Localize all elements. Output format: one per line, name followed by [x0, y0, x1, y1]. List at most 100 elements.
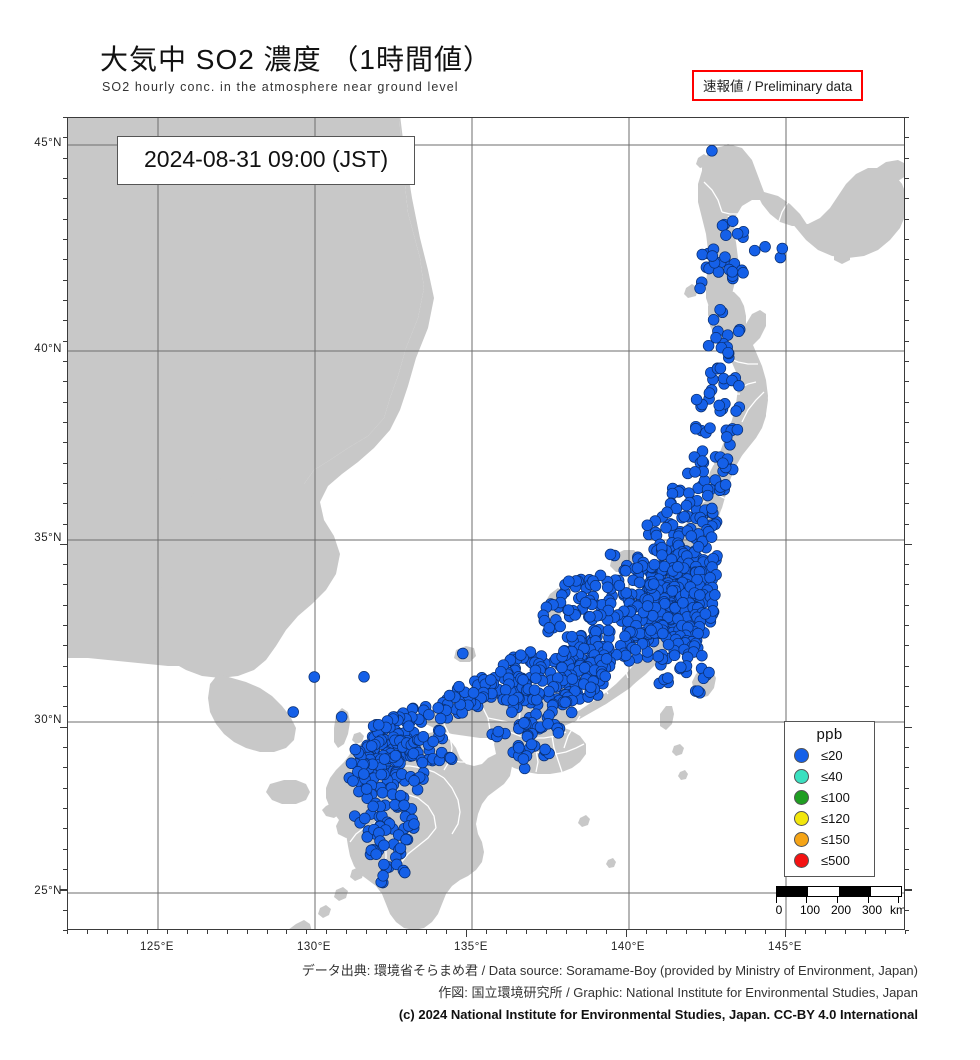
station-marker[interactable] — [672, 561, 684, 573]
station-marker[interactable] — [720, 229, 732, 241]
station-marker[interactable] — [604, 548, 617, 561]
station-marker[interactable] — [543, 622, 555, 634]
station-marker[interactable] — [662, 638, 675, 651]
station-marker[interactable] — [453, 680, 465, 693]
station-marker[interactable] — [403, 720, 415, 732]
station-marker[interactable] — [713, 399, 725, 412]
station-markers[interactable] — [287, 145, 789, 889]
station-marker[interactable] — [517, 674, 529, 686]
station-marker[interactable] — [507, 694, 520, 706]
station-marker[interactable] — [308, 671, 321, 683]
station-marker[interactable] — [558, 645, 570, 657]
station-marker[interactable] — [678, 510, 690, 523]
station-marker[interactable] — [389, 749, 402, 762]
station-marker[interactable] — [602, 624, 615, 637]
station-marker[interactable] — [662, 672, 674, 684]
station-marker[interactable] — [776, 242, 789, 255]
station-marker[interactable] — [335, 711, 348, 723]
station-marker[interactable] — [737, 267, 749, 279]
station-marker[interactable] — [365, 740, 378, 752]
station-marker[interactable] — [394, 789, 407, 802]
station-marker[interactable] — [589, 580, 602, 592]
station-marker[interactable] — [641, 519, 654, 531]
station-marker[interactable] — [710, 332, 722, 344]
station-marker[interactable] — [349, 743, 362, 756]
station-marker[interactable] — [692, 685, 704, 697]
station-marker[interactable] — [358, 671, 370, 683]
station-marker[interactable] — [378, 753, 391, 765]
station-marker[interactable] — [399, 866, 411, 879]
station-marker[interactable] — [600, 653, 613, 665]
station-marker[interactable] — [513, 742, 525, 754]
map-plot-area[interactable]: 2024-08-31 09:00 (JST) ppb ≤20 ≤40 ≤100 … — [67, 117, 905, 930]
station-marker[interactable] — [709, 589, 721, 601]
station-marker[interactable] — [668, 649, 681, 662]
station-marker[interactable] — [601, 581, 614, 594]
station-marker[interactable] — [518, 762, 531, 775]
station-marker[interactable] — [726, 215, 739, 227]
station-marker[interactable] — [287, 706, 299, 718]
station-marker[interactable] — [400, 833, 412, 846]
station-marker[interactable] — [358, 768, 370, 780]
station-marker[interactable] — [378, 839, 390, 852]
station-marker[interactable] — [691, 573, 703, 586]
station-marker[interactable] — [506, 706, 518, 718]
station-marker[interactable] — [434, 725, 446, 737]
station-marker[interactable] — [552, 727, 565, 739]
station-marker[interactable] — [398, 799, 410, 812]
station-marker[interactable] — [376, 786, 389, 799]
station-marker[interactable] — [703, 666, 715, 679]
station-marker[interactable] — [613, 579, 626, 592]
station-marker[interactable] — [692, 541, 705, 553]
station-marker[interactable] — [633, 576, 646, 589]
station-marker[interactable] — [423, 708, 435, 721]
station-marker[interactable] — [714, 303, 726, 316]
station-marker[interactable] — [517, 753, 530, 765]
station-marker[interactable] — [359, 812, 371, 825]
station-marker[interactable] — [731, 228, 744, 240]
station-marker[interactable] — [722, 346, 734, 359]
station-marker[interactable] — [661, 506, 673, 519]
station-marker[interactable] — [733, 380, 745, 392]
station-marker[interactable] — [677, 597, 689, 609]
station-marker[interactable] — [748, 244, 761, 257]
station-marker[interactable] — [705, 531, 718, 543]
station-marker[interactable] — [694, 282, 706, 295]
station-marker[interactable] — [717, 457, 729, 469]
station-marker[interactable] — [542, 718, 554, 730]
station-marker[interactable] — [554, 620, 566, 633]
station-marker[interactable] — [443, 689, 456, 702]
station-marker[interactable] — [683, 487, 695, 499]
station-marker[interactable] — [407, 747, 420, 760]
station-marker[interactable] — [730, 405, 742, 417]
station-marker[interactable] — [408, 775, 420, 787]
station-marker[interactable] — [701, 489, 714, 502]
station-marker[interactable] — [685, 530, 697, 542]
station-marker[interactable] — [680, 499, 693, 512]
station-marker[interactable] — [427, 735, 439, 748]
station-marker[interactable] — [660, 522, 672, 534]
station-marker[interactable] — [565, 706, 578, 719]
station-marker[interactable] — [731, 423, 744, 436]
station-marker[interactable] — [726, 266, 739, 278]
station-marker[interactable] — [417, 730, 430, 743]
station-marker[interactable] — [377, 870, 389, 882]
station-marker[interactable] — [696, 649, 708, 662]
station-marker[interactable] — [706, 145, 718, 157]
station-marker[interactable] — [528, 684, 541, 696]
station-marker[interactable] — [689, 466, 701, 478]
station-marker[interactable] — [416, 756, 429, 769]
station-marker[interactable] — [556, 661, 568, 674]
station-marker[interactable] — [563, 575, 575, 587]
station-marker[interactable] — [543, 685, 555, 698]
station-marker[interactable] — [485, 674, 497, 686]
station-marker[interactable] — [457, 647, 469, 660]
station-marker[interactable] — [530, 693, 543, 706]
station-marker[interactable] — [699, 608, 712, 620]
station-marker[interactable] — [629, 643, 642, 656]
station-marker[interactable] — [690, 423, 702, 435]
station-marker[interactable] — [719, 479, 732, 491]
station-marker[interactable] — [706, 502, 718, 515]
station-marker[interactable] — [675, 661, 687, 673]
station-marker[interactable] — [704, 571, 716, 584]
